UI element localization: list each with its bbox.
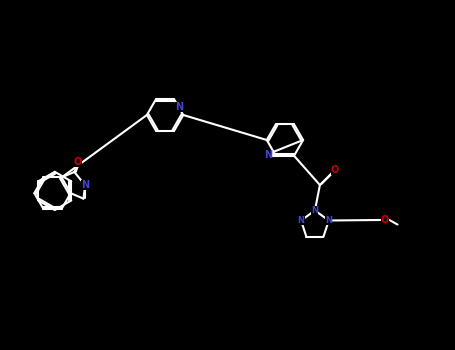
Text: N: N: [325, 216, 332, 225]
Text: O: O: [74, 157, 82, 167]
Text: O: O: [331, 165, 339, 175]
Text: N: N: [81, 180, 89, 190]
Text: N: N: [311, 206, 318, 215]
Text: N: N: [175, 102, 183, 112]
Text: O: O: [381, 215, 389, 225]
Text: N: N: [264, 150, 272, 160]
Text: N: N: [298, 216, 304, 225]
